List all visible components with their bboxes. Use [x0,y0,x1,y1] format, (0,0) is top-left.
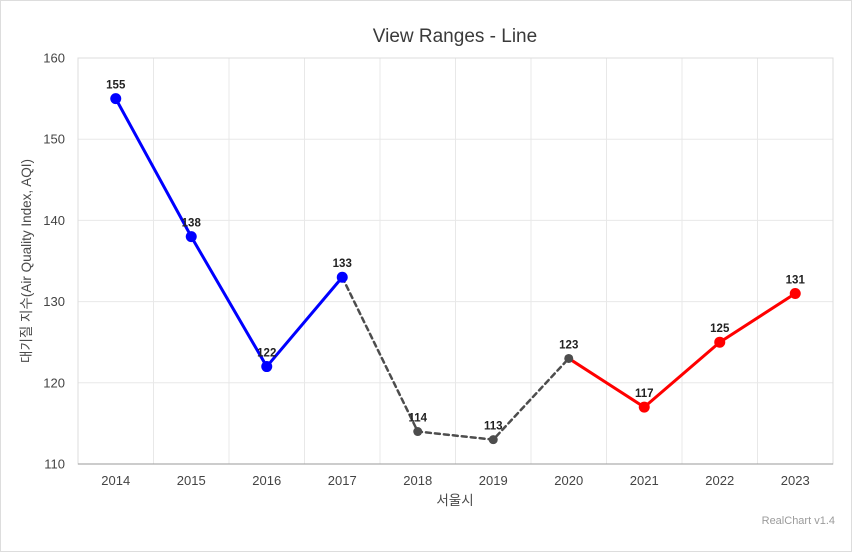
data-point-2020[interactable] [564,353,574,363]
axis-layer: 110 120 130 140 150 160 2014 2015 2016 2017 2018 20… [43,51,834,488]
line-segment-range-gray-dashed [341,275,570,441]
x-tick-label: 2017 [328,473,357,488]
y-tick-label: 150 [43,132,65,147]
data-point-2023[interactable] [789,287,801,299]
data-point-2016[interactable] [261,361,273,373]
line-segment-range-blue [114,97,344,369]
x-tick-label: 2014 [101,473,130,488]
y-tick-label: 140 [43,213,65,228]
data-point-label: 114 [408,413,427,425]
data-point-2015[interactable] [185,231,197,243]
y-tick-label: 160 [43,51,65,66]
data-point-2017[interactable] [336,271,348,283]
data-point-label: 123 [559,339,578,351]
x-tick-label: 2021 [630,473,659,488]
data-point-label: 125 [710,323,730,335]
data-point-label: 131 [786,274,806,286]
watermark: RealChart v1.4 [762,515,835,527]
data-point-label: 138 [182,218,202,230]
series-layer [110,93,801,445]
y-tick-label: 120 [43,375,65,390]
data-point-label: 113 [484,421,503,433]
data-point-label: 117 [635,388,654,400]
data-point-2019[interactable] [488,435,498,445]
data-point-2022[interactable] [714,336,726,348]
x-tick-label: 2023 [781,473,810,488]
x-tick-label: 2020 [554,473,583,488]
x-tick-label: 2016 [252,473,281,488]
x-tick-label: 2015 [177,473,206,488]
data-point-2014[interactable] [110,93,122,105]
grid-layer [78,58,833,464]
line-segment-range-red [567,291,797,409]
y-tick-label: 130 [43,294,65,309]
y-axis-title: 대기질 지수(Air Quality Index, AQI) [19,159,34,363]
data-point-label: 122 [257,348,276,360]
data-point-2021[interactable] [638,401,650,413]
x-tick-label: 2018 [403,473,432,488]
data-point-2018[interactable] [413,427,423,437]
x-tick-label: 2019 [479,473,508,488]
x-axis-title: 서울시 [436,493,473,508]
point-label-layer: 155 138 122 133 114 113 123 117 125 131 [106,80,805,433]
data-point-label: 133 [333,258,352,270]
x-tick-label: 2022 [705,473,734,488]
y-tick-label: 110 [44,457,65,472]
chart-title: View Ranges - Line [373,26,537,47]
data-point-label: 155 [106,80,126,92]
